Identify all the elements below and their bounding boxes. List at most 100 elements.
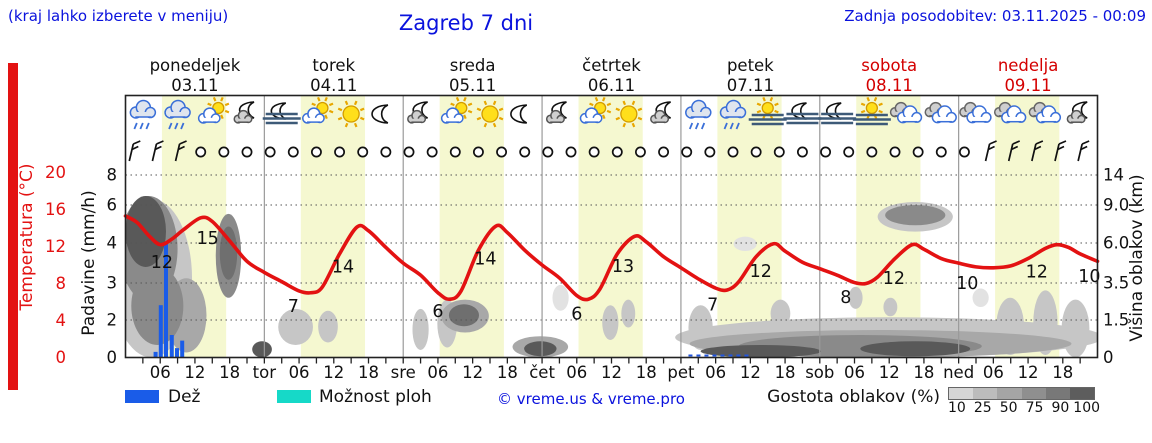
sun-icon: [615, 100, 643, 128]
cloud-density-value: 50: [999, 400, 1018, 416]
x-hour-label: 18: [497, 363, 518, 382]
sun-cloud-weather-icon: [302, 96, 334, 124]
temp-axis-tick: 16: [45, 200, 66, 219]
calm-wind-icon: [773, 146, 785, 158]
red-accent-bar: [8, 63, 18, 390]
rain-bar: [169, 335, 174, 358]
fog-icon: [852, 113, 891, 126]
calm-wind-icon: [195, 146, 207, 158]
cloudy-weather-icon: [924, 101, 957, 124]
day-header-date: 04.11: [310, 76, 357, 95]
fog-icon: [818, 112, 857, 125]
day-header-name: torek: [312, 56, 355, 75]
cloud-density-swatch: [997, 388, 1022, 399]
cloud-height-axis-tick: 14: [1103, 166, 1124, 185]
temperature-value-label: 12: [883, 269, 905, 289]
x-day-label: tor: [253, 363, 277, 382]
calm-wind-icon: [241, 146, 253, 158]
calm-wind-icon: [218, 146, 230, 158]
cloud-blob: [848, 286, 863, 309]
cloud-blob: [700, 345, 821, 358]
rain-drops-icon: [723, 122, 740, 130]
calm-wind-icon: [287, 146, 299, 158]
day-header-name: sreda: [450, 56, 496, 75]
x-hour-label: 06: [150, 363, 171, 382]
temperature-value-label: 6: [432, 302, 443, 322]
wind-barb-icon: [128, 140, 141, 162]
rain-bar: [180, 340, 185, 358]
cloud-blob: [552, 284, 569, 311]
day-header-date: 03.11: [171, 76, 218, 95]
x-hour-label: 12: [184, 363, 205, 382]
calm-wind-icon: [472, 146, 484, 158]
rain-axis-tick: 3: [107, 274, 118, 293]
fog-moon-weather-icon: [262, 102, 301, 125]
cloud-blob: [278, 308, 313, 346]
cloud-icon: [966, 105, 992, 124]
cloud-icon: [1001, 105, 1027, 124]
temp-axis-tick: 8: [56, 274, 67, 293]
cloud-icon: [650, 109, 670, 124]
calm-wind-icon: [519, 146, 531, 158]
rain-bar: [164, 243, 168, 358]
cloud-blob: [733, 236, 757, 251]
cloud-density-scale-values: 10 25 50 75 90 100: [944, 400, 1100, 416]
calm-wind-icon: [634, 146, 646, 158]
temperature-value-label: 14: [332, 258, 354, 278]
rain-legend-swatch: [125, 390, 159, 403]
fog-moon-weather-icon: [783, 102, 822, 125]
cloud-icon: [233, 109, 253, 124]
fog-sun-weather-icon: [748, 96, 787, 126]
cloudy-weather-icon: [959, 101, 992, 124]
day-header-date: 06.11: [588, 76, 635, 95]
day-header-name: petek: [727, 56, 774, 75]
rain-axis-tick: 8: [107, 166, 118, 185]
x-hour-label: 12: [1018, 363, 1039, 382]
moon-cloud-weather-icon: [545, 101, 567, 124]
sun-icon: [337, 100, 365, 128]
x-day-label: ned: [943, 363, 974, 382]
cloudy-weather-icon: [889, 101, 923, 124]
moon-cloud-weather-icon: [650, 101, 671, 124]
day-header-date: 07.11: [727, 76, 774, 95]
copyright-link[interactable]: © vreme.us & vreme.pro: [497, 390, 685, 408]
cloud-height-axis-tick: 0: [1103, 348, 1114, 367]
rain-drops-icon: [168, 122, 185, 130]
temp-axis-tick: 12: [45, 237, 66, 256]
cloud-density-swatch: [949, 388, 974, 399]
calm-wind-icon: [380, 146, 392, 158]
moon-icon: [510, 104, 528, 124]
cloud-icon: [129, 99, 157, 119]
x-hour-label: 06: [844, 363, 865, 382]
moon-cloud-weather-icon: [233, 101, 255, 124]
calm-wind-icon: [426, 146, 438, 158]
calm-wind-icon: [611, 146, 623, 158]
calm-wind-icon: [449, 146, 461, 158]
cloud-blob: [1061, 299, 1090, 358]
cloud-icon: [579, 107, 603, 124]
calm-wind-icon: [658, 146, 670, 158]
showers-legend-swatch: [277, 390, 311, 403]
showers-legend-label: Možnost ploh: [319, 387, 432, 407]
day-header-date: 08.11: [866, 76, 913, 95]
day-header-date: 09.11: [1004, 76, 1051, 95]
calm-wind-icon: [820, 146, 832, 158]
cloud-density-swatch: [1045, 388, 1070, 399]
cloud-icon: [407, 109, 427, 124]
x-hour-label: 18: [219, 363, 240, 382]
x-hour-label: 06: [566, 363, 587, 382]
rain-bar: [153, 351, 158, 358]
x-hour-label: 12: [879, 363, 900, 382]
wind-barb-icon: [1007, 140, 1021, 162]
calm-wind-icon: [750, 146, 762, 158]
x-hour-label: 18: [636, 363, 657, 382]
menu-hint: (kraj lahko izberete v meniju): [8, 7, 229, 25]
cloud-height-axis-tick: 9.0: [1103, 196, 1129, 215]
cloud-blob: [621, 299, 636, 328]
rain-bar: [174, 348, 179, 358]
rain-axis-tick: 0: [107, 348, 118, 367]
x-day-label: čet: [529, 363, 555, 382]
calm-wind-icon: [310, 146, 322, 158]
day-header-date: 05.11: [449, 76, 496, 95]
cloud-blob: [448, 304, 480, 327]
